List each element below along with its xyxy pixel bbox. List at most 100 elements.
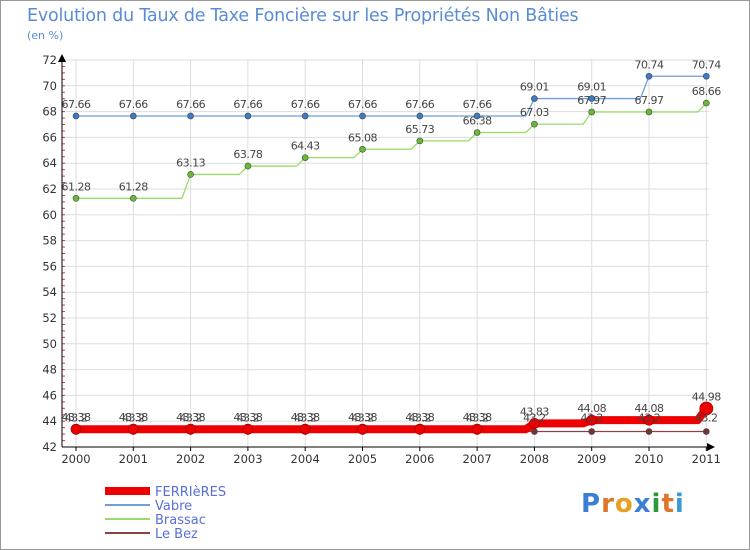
x-tick-label: 2003 <box>233 452 262 466</box>
logo-letter: i <box>651 489 662 519</box>
data-point <box>645 428 653 435</box>
x-tick-label: 2006 <box>405 452 434 466</box>
y-tick-label: 44 <box>42 414 57 428</box>
x-tick-label: 2000 <box>61 452 90 466</box>
y-tick-label: 54 <box>42 285 57 299</box>
x-tick-label: 2009 <box>577 452 606 466</box>
data-label: 61.28 <box>62 180 91 193</box>
data-label: 67.66 <box>405 98 434 111</box>
data-label: 44.08 <box>635 402 664 415</box>
data-point <box>588 95 596 102</box>
data-point <box>70 423 82 435</box>
data-point <box>301 154 309 161</box>
x-tick-label: 2008 <box>520 452 549 466</box>
data-point <box>187 112 194 120</box>
data-point <box>702 428 710 435</box>
data-label: 43.2 <box>523 412 546 425</box>
data-label: 67.66 <box>348 98 377 111</box>
data-label: 43.38 <box>405 411 434 424</box>
y-tick-label: 68 <box>42 105 57 119</box>
data-label: 43.38 <box>463 411 492 424</box>
data-point <box>643 414 655 426</box>
y-tick-label: 52 <box>42 311 57 325</box>
x-axis-arrow <box>707 443 715 451</box>
data-label: 67.97 <box>635 94 664 107</box>
data-point <box>357 423 368 435</box>
data-label: 69.01 <box>577 81 606 94</box>
data-point <box>359 145 366 153</box>
data-label: 68.66 <box>692 85 721 98</box>
x-tick-label: 2002 <box>176 452 205 466</box>
y-tick-label: 48 <box>42 363 57 377</box>
data-point <box>586 414 598 426</box>
x-tick-label: 2004 <box>291 452 320 466</box>
y-tick-label: 56 <box>42 259 57 273</box>
legend-label: Brassac <box>155 513 206 528</box>
data-label: 43.38 <box>233 411 262 424</box>
logo-letter: t <box>661 489 675 519</box>
y-tick-label: 60 <box>42 208 57 222</box>
data-label: 66.38 <box>463 114 492 127</box>
data-label: 67.66 <box>119 98 148 111</box>
data-point <box>72 112 80 120</box>
data-label: 67.66 <box>62 98 91 111</box>
data-label: 69.01 <box>520 81 549 94</box>
data-label: 43.2 <box>695 412 718 425</box>
data-label: 67.66 <box>233 98 262 111</box>
data-point <box>531 120 538 128</box>
chart-title: Evolution du Taux de Taxe Foncière sur l… <box>27 6 579 26</box>
data-label: 44.08 <box>577 402 606 415</box>
data-label: 43.2 <box>580 412 603 425</box>
data-label: 43.2 <box>294 412 317 425</box>
logo-letter: P <box>581 489 602 519</box>
data-point <box>645 72 653 80</box>
data-label: 63.13 <box>176 156 205 169</box>
data-label: 70.74 <box>635 58 664 71</box>
data-point <box>242 423 254 435</box>
data-label: 43.2 <box>179 412 202 425</box>
y-tick-label: 66 <box>42 130 57 144</box>
data-label: 61.28 <box>119 180 148 193</box>
y-tick-label: 64 <box>42 156 57 170</box>
y-tick-label: 50 <box>42 337 57 351</box>
y-tick-label: 42 <box>42 440 57 454</box>
data-label: 67.03 <box>520 106 549 119</box>
data-point <box>588 428 596 435</box>
y-axis-arrow <box>58 54 66 62</box>
series-line <box>75 102 707 199</box>
data-point <box>414 423 426 435</box>
data-point <box>187 171 194 178</box>
data-label: 43.2 <box>409 412 432 425</box>
logo-letter: r <box>601 489 615 519</box>
data-label: 65.08 <box>348 131 377 144</box>
data-label: 43.83 <box>520 405 549 418</box>
series-vabre <box>72 72 710 120</box>
y-tick-label: 72 <box>42 53 57 67</box>
data-point <box>127 423 139 435</box>
data-label: 67.66 <box>176 98 205 111</box>
data-point <box>702 72 710 80</box>
data-label: 64.43 <box>291 140 320 153</box>
series-ferrires <box>70 401 714 435</box>
legend-label: FERRIèRES <box>155 485 226 500</box>
logo-letter: x <box>633 489 652 519</box>
y-tick-label: 70 <box>42 79 57 93</box>
logo-letter: i <box>674 489 685 519</box>
data-label: 43.2 <box>466 412 489 425</box>
x-tick-label: 2010 <box>634 452 663 466</box>
data-point <box>645 108 653 116</box>
data-label: 43.38 <box>119 411 148 424</box>
x-tick-label: 2011 <box>692 452 721 466</box>
data-label: 65.73 <box>405 123 434 136</box>
data-point <box>244 112 252 120</box>
series-brassac <box>72 99 710 202</box>
data-point <box>529 417 540 429</box>
data-point <box>416 112 424 120</box>
data-point <box>301 112 309 120</box>
data-label: 43.2 <box>638 412 661 425</box>
data-point <box>473 112 481 120</box>
data-label: 43.2 <box>237 412 260 425</box>
unit-label: (en %) <box>27 29 64 42</box>
